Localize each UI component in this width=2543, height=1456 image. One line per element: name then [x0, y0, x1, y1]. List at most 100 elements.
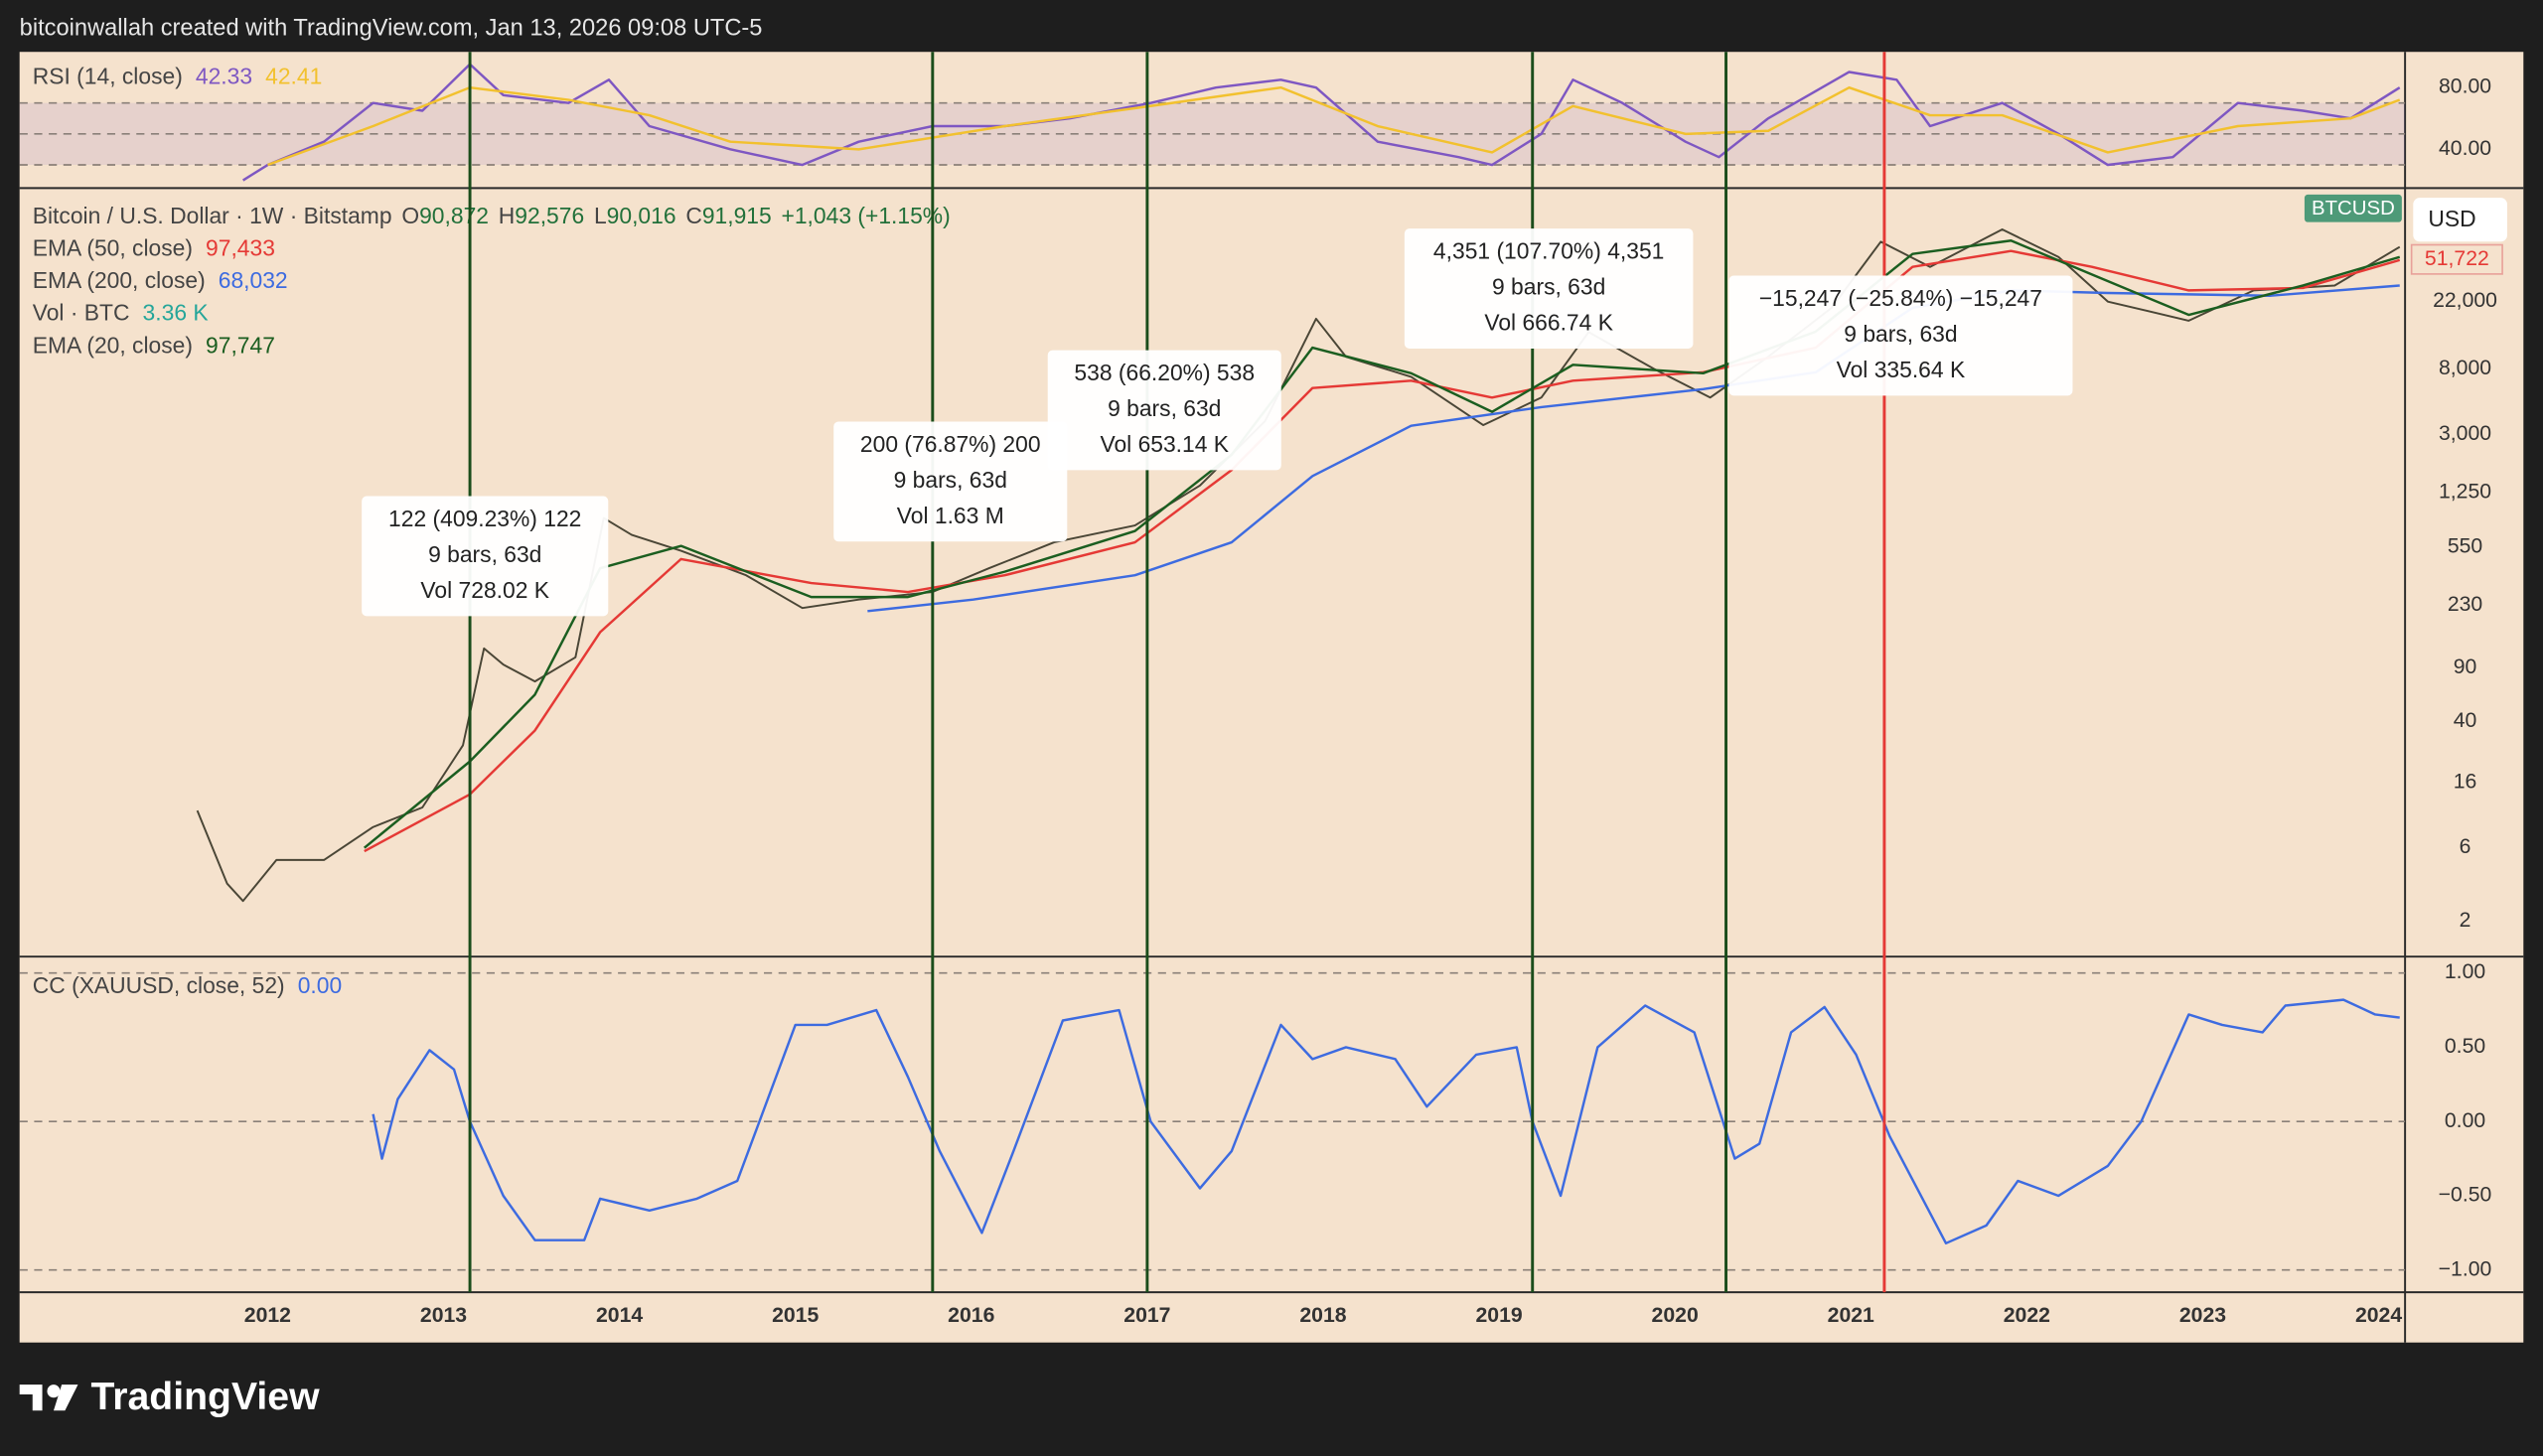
x-tick-label: 2016 [948, 1304, 994, 1327]
indicator-value: 68,032 [219, 267, 288, 293]
tradingview-logo: TradingView [19, 1376, 321, 1418]
x-tick-label: 2020 [1652, 1304, 1699, 1327]
pane-legend: RSI (14, close) 42.33 42.41 [33, 63, 323, 88]
measurement-text: 4,351 (107.70%) 4,351 [1433, 238, 1664, 264]
legend-title: RSI (14, close) [33, 63, 183, 88]
measurement-text: 200 (76.87%) 200 [860, 431, 1041, 457]
change-value: +1,043 (+1.15%) [782, 203, 951, 228]
ohlc-label: H [499, 203, 515, 228]
indicator-value: 97,433 [206, 234, 275, 260]
y-tick-label: 40.00 [2439, 137, 2491, 160]
series-line [196, 228, 2401, 903]
logo-mark [53, 1384, 78, 1411]
measurement-text: 9 bars, 63d [428, 541, 541, 567]
x-tick-label: 2017 [1123, 1304, 1170, 1327]
currency-label: USD [2428, 206, 2475, 231]
x-tick-label: 2012 [244, 1304, 291, 1327]
price-tag: 51,722 [2425, 247, 2489, 270]
x-tick-label: 2015 [772, 1304, 819, 1327]
y-tick-label: −0.50 [2439, 1184, 2492, 1207]
indicator-legend: EMA (200, close) 68,032 [33, 267, 288, 293]
legend-title: CC (XAUUSD, close, 52) [33, 972, 285, 998]
x-tick-label: 2013 [420, 1304, 467, 1327]
logo-mark [47, 1384, 61, 1398]
chart-area [19, 52, 2524, 1343]
legend-value: 42.33 [196, 63, 252, 88]
measurement-text: 9 bars, 63d [1492, 274, 1605, 300]
series-line [372, 998, 2400, 1245]
pane: 80.00 40.00 RSI (14, close) 42.33 42.41 [19, 63, 2491, 182]
y-tick-label: 230 [2448, 593, 2482, 616]
y-tick-label: 8,000 [2439, 357, 2491, 379]
measurement-text: 9 bars, 63d [1844, 321, 1957, 347]
x-tick-label: 2021 [1828, 1304, 1874, 1327]
y-tick-label: 16 [2454, 771, 2477, 794]
y-tick-label: 22,000 [2433, 289, 2497, 312]
indicator-legend: EMA (20, close) 97,747 [33, 332, 275, 358]
overlay-layer: 122 (409.23%) 122 9 bars, 63d Vol 728.02 K… [362, 52, 2073, 1293]
indicator-name: EMA (200, close) [33, 267, 206, 293]
x-tick-label: 2018 [1299, 1304, 1346, 1327]
series-line [267, 85, 2401, 167]
symbol-tag: BTCUSD [2312, 198, 2395, 219]
ohlc-value: 90,016 [607, 203, 676, 228]
y-tick-label: 0.50 [2445, 1035, 2485, 1058]
logo-text: TradingView [91, 1376, 321, 1418]
ohlc-label: C [685, 203, 701, 228]
pane: 1.00 0.50 0.00 −0.50 −1.00 2012 2013 2014 2015 20… [19, 960, 2492, 1327]
measurement-box [1047, 350, 1281, 471]
symbol-tag-box [2304, 194, 2402, 222]
ohlc-value: 90,872 [419, 203, 489, 228]
pane-legend: CC (XAUUSD, close, 52) 0.00 [33, 972, 342, 998]
price-tag-box [2410, 243, 2503, 275]
measurement-text: Vol 728.02 K [420, 577, 549, 603]
measurement-text: Vol 666.74 K [1484, 310, 1613, 336]
x-tick-label: 2023 [2179, 1304, 2226, 1327]
y-tick-label: 2 [2460, 909, 2471, 932]
measurement-text: Vol 335.64 K [1837, 357, 1966, 382]
currency-box [2413, 198, 2507, 242]
series-line [867, 284, 2400, 613]
indicator-value: 3.36 K [143, 300, 209, 326]
y-tick-label: 3,000 [2439, 422, 2491, 445]
ohlc-label: O [401, 203, 419, 228]
symbol-legend: Bitcoin / U.S. Dollar · 1W · Bitstamp O90… [33, 203, 951, 228]
y-tick-label: 6 [2460, 835, 2471, 858]
ohlc-value: 91,915 [702, 203, 772, 228]
x-tick-label: 2019 [1475, 1304, 1522, 1327]
header-text: bitcoinwallah created with TradingView.c… [20, 16, 763, 42]
legend-value: 0.00 [298, 972, 342, 998]
measurement-text: 538 (66.20%) 538 [1074, 360, 1255, 385]
series-line [364, 249, 2401, 853]
series-line [363, 239, 2401, 849]
indicator-legend: EMA (50, close) 97,433 [33, 234, 275, 260]
measurement-text: Vol 653.14 K [1100, 431, 1229, 457]
y-tick-label: −1.00 [2439, 1257, 2492, 1280]
measurement-text: Vol 1.63 M [897, 503, 1004, 528]
x-tick-label: 2022 [2004, 1304, 2050, 1327]
y-tick-label: 1,250 [2439, 480, 2491, 503]
measurement-text: 9 bars, 63d [894, 467, 1007, 493]
measurement-box [1728, 275, 2073, 396]
legend-value: 42.41 [265, 63, 322, 88]
indicator-legend: Vol · BTC 3.36 K [33, 300, 209, 326]
indicator-name: Vol · BTC [33, 300, 130, 326]
y-tick-label: 80.00 [2439, 75, 2491, 98]
measurement-box [1404, 228, 1694, 349]
y-tick-label: 1.00 [2445, 960, 2485, 983]
x-tick-label: 2024 [2355, 1304, 2402, 1327]
logo-mark [19, 1384, 43, 1411]
indicator-value: 97,747 [206, 332, 275, 358]
ohlc-label: L [594, 203, 607, 228]
measurement-text: 9 bars, 63d [1108, 395, 1221, 421]
x-tick-label: 2014 [596, 1304, 643, 1327]
measurement-box [362, 496, 609, 617]
indicator-name: EMA (20, close) [33, 332, 193, 358]
pane: 2 6 16 40 90 230 550 1,250 3,000 8,000 22,000 Bitco… [33, 194, 2507, 932]
measurement-text: 122 (409.23%) 122 [388, 506, 581, 531]
indicator-name: EMA (50, close) [33, 234, 193, 260]
ohlc-value: 92,576 [515, 203, 584, 228]
y-tick-label: 0.00 [2445, 1109, 2485, 1132]
symbol-name: Bitcoin / U.S. Dollar · 1W · Bitstamp [33, 203, 392, 228]
